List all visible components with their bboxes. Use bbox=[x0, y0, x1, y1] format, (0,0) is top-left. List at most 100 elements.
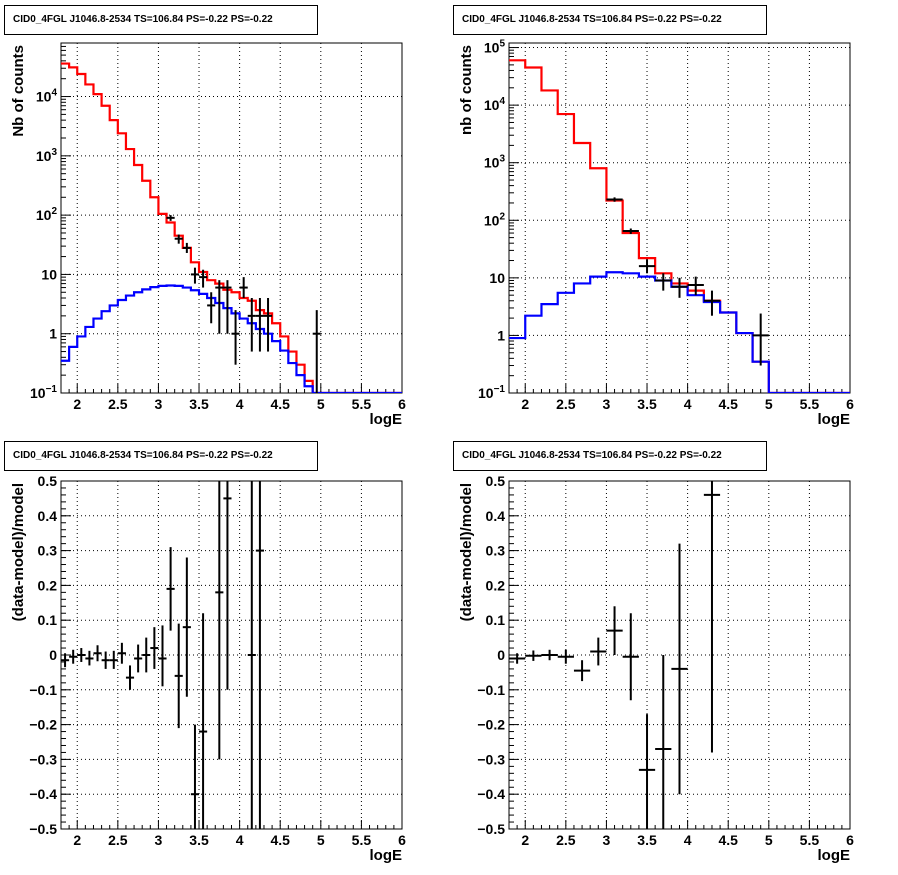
series-group-top-left bbox=[61, 62, 402, 393]
y-tick-label: 0.3 bbox=[38, 543, 58, 559]
y-tick-label: −0.2 bbox=[477, 717, 505, 733]
chart-panel-bottom-right: 2 2.5 3 3.5 4 4.5 5 5.5 6 −0.5 −0.4 −0.3 −0.2 −0.1 0 0.… bbox=[458, 473, 854, 864]
x-tick-label: 6 bbox=[846, 396, 854, 412]
data-point bbox=[573, 660, 591, 682]
y-tick-label: 0.2 bbox=[38, 577, 58, 593]
data-point bbox=[190, 724, 200, 829]
chart-panel-bottom-left: 2 2.5 3 3.5 4 4.5 5 5.5 6 −0.5 −0.4 −0.3 −0.2 −0.1 0 0.… bbox=[10, 473, 406, 864]
data-point bbox=[61, 653, 70, 668]
y-tick-label: 104 bbox=[484, 96, 506, 113]
x-tick-label: 5 bbox=[765, 832, 773, 848]
y-tick-label: −0.4 bbox=[477, 786, 505, 802]
data-point bbox=[101, 651, 110, 669]
data-point bbox=[215, 280, 224, 334]
data-point bbox=[158, 625, 167, 687]
x-tick-label: 2 bbox=[521, 832, 529, 848]
data-point bbox=[687, 276, 704, 296]
y-tick-label: −0.4 bbox=[29, 786, 57, 802]
series-group-bottom-left bbox=[61, 481, 264, 829]
data-point bbox=[125, 665, 135, 690]
data-point bbox=[638, 259, 656, 274]
data-point bbox=[150, 627, 159, 669]
data-point bbox=[312, 310, 321, 393]
data-point bbox=[255, 298, 264, 352]
x-tick-label: 4.5 bbox=[270, 396, 290, 412]
data-point bbox=[655, 273, 672, 291]
data-point bbox=[239, 277, 248, 299]
y-tick-label: −0.3 bbox=[29, 751, 57, 767]
data-point bbox=[190, 267, 200, 284]
x-tick-label: 4.5 bbox=[718, 832, 738, 848]
data-point bbox=[231, 310, 240, 365]
data-point bbox=[752, 313, 769, 366]
x-tick-label: 5 bbox=[317, 832, 325, 848]
series-group-bottom-right bbox=[509, 481, 721, 829]
y-tick-label: −0.5 bbox=[477, 821, 505, 837]
data-point bbox=[174, 623, 183, 729]
red-model-histogram bbox=[61, 62, 402, 393]
data-point bbox=[703, 290, 721, 316]
y-tick-label: 1 bbox=[49, 326, 57, 342]
data-point bbox=[207, 292, 216, 324]
data-point bbox=[199, 269, 208, 288]
panel-title-top-right: CID0_4FGL J1046.8-2534 TS=106.84 PS=-0.2… bbox=[453, 5, 767, 35]
y-tick-label: 0 bbox=[497, 647, 505, 663]
data-point bbox=[247, 481, 256, 829]
y-tick-label: 105 bbox=[484, 39, 506, 56]
y-tick-label: 103 bbox=[484, 154, 506, 171]
x-axis-title: logE bbox=[818, 411, 851, 428]
y-tick-label: 104 bbox=[36, 88, 58, 105]
x-tick-label: 2 bbox=[73, 832, 81, 848]
x-tick-label: 6 bbox=[846, 832, 854, 848]
data-point bbox=[541, 649, 558, 661]
x-axis-title: logE bbox=[818, 847, 851, 864]
x-tick-label: 4.5 bbox=[270, 832, 290, 848]
y-tick-label: 1 bbox=[497, 327, 505, 343]
y-axis-title: nb of counts bbox=[458, 45, 475, 135]
data-point bbox=[255, 481, 264, 829]
y-tick-label: 0.1 bbox=[38, 612, 58, 628]
data-point bbox=[525, 650, 542, 661]
data-point bbox=[174, 234, 183, 244]
x-tick-label: 2.5 bbox=[108, 832, 128, 848]
panel-title-top-left: CID0_4FGL J1046.8-2534 TS=106.84 PS=-0.2… bbox=[4, 5, 318, 35]
y-tick-label: −0.1 bbox=[29, 682, 57, 698]
x-axis-title: logE bbox=[370, 411, 403, 428]
data-point bbox=[655, 655, 672, 829]
data-point bbox=[703, 481, 721, 753]
x-tick-label: 3 bbox=[603, 832, 611, 848]
y-tick-label: 0.2 bbox=[486, 577, 506, 593]
x-tick-label: 5 bbox=[765, 396, 773, 412]
x-tick-label: 3.5 bbox=[637, 396, 657, 412]
data-point bbox=[182, 242, 191, 253]
data-point bbox=[606, 197, 623, 202]
y-tick-label: 10 bbox=[41, 266, 57, 282]
x-tick-label: 6 bbox=[398, 396, 406, 412]
y-tick-label: 102 bbox=[484, 211, 506, 228]
panel-title-bottom-left: CID0_4FGL J1046.8-2534 TS=106.84 PS=-0.2… bbox=[4, 441, 318, 471]
data-point bbox=[638, 714, 656, 829]
y-axis-title: (data-model)/model bbox=[458, 483, 475, 621]
y-tick-label: 0.4 bbox=[38, 508, 58, 524]
x-tick-label: 5.5 bbox=[352, 832, 372, 848]
chart-panel-top-left: 2 2.5 3 3.5 4 4.5 5 5.5 6 10−1 1 10 102 103 104 logE Nb … bbox=[10, 42, 406, 428]
x-tick-label: 2.5 bbox=[556, 396, 576, 412]
data-point bbox=[182, 557, 191, 697]
data-point bbox=[109, 650, 118, 669]
data-point bbox=[69, 649, 78, 664]
x-tick-label: 2 bbox=[73, 396, 81, 412]
data-point bbox=[77, 648, 86, 662]
red-model-histogram bbox=[509, 59, 850, 393]
x-tick-label: 5.5 bbox=[800, 396, 820, 412]
data-point bbox=[199, 613, 208, 829]
blue-model-histogram bbox=[61, 284, 402, 393]
plot-frame bbox=[60, 42, 403, 394]
y-tick-label: 10 bbox=[489, 270, 505, 286]
data-point bbox=[247, 298, 256, 352]
y-axis-title: (data-model)/model bbox=[10, 483, 27, 621]
x-tick-label: 3 bbox=[155, 832, 163, 848]
x-tick-label: 3.5 bbox=[637, 832, 657, 848]
data-point bbox=[223, 481, 232, 690]
x-tick-label: 2.5 bbox=[108, 396, 128, 412]
x-tick-label: 2 bbox=[521, 396, 529, 412]
